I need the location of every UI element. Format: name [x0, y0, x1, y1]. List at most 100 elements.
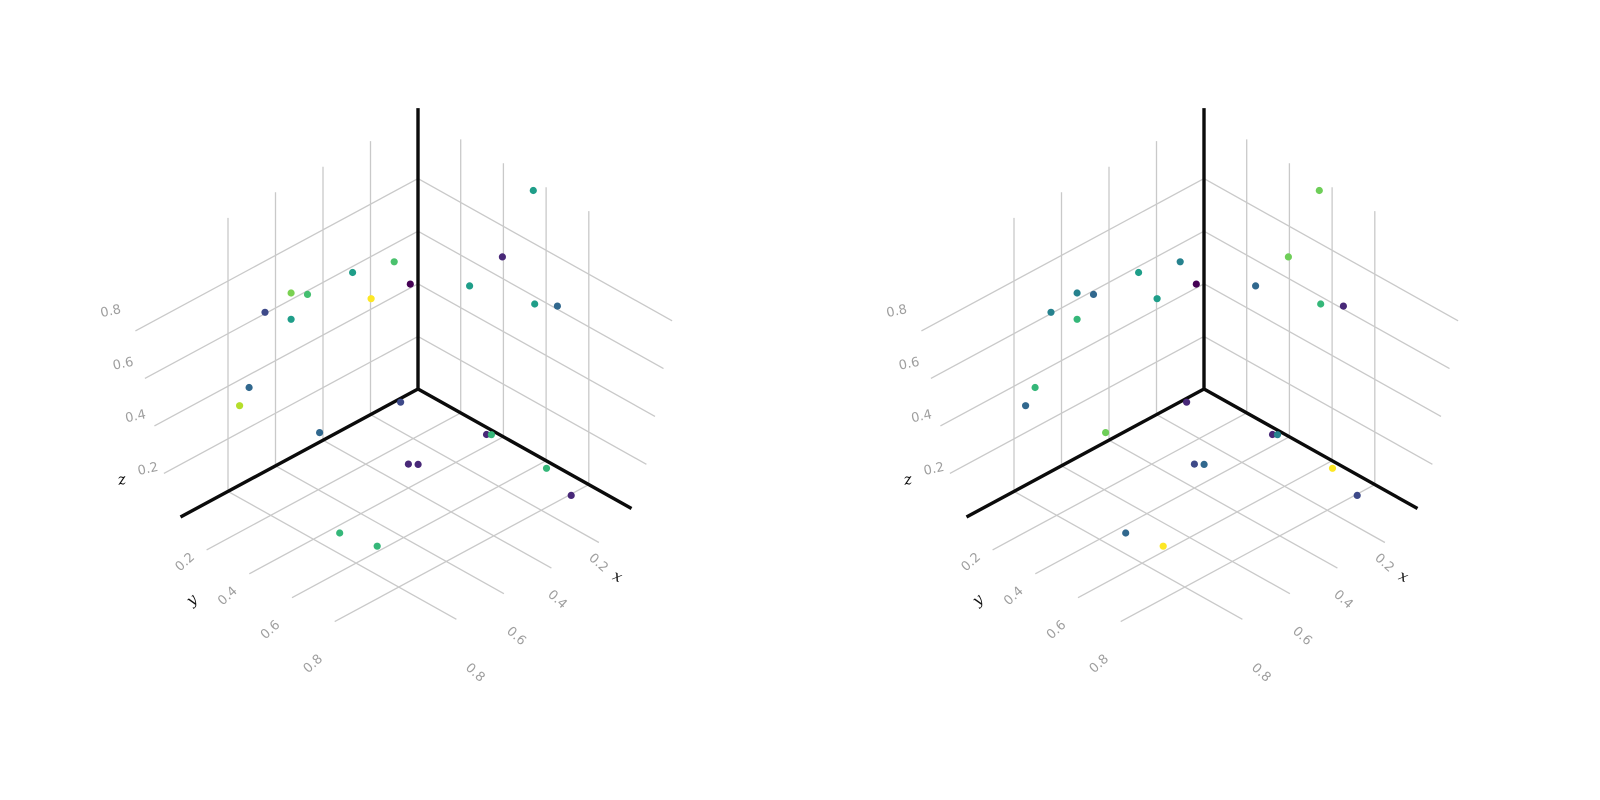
y-tick-label: 0.8 [301, 652, 326, 677]
grid-line [1034, 436, 1290, 575]
grid-line [949, 335, 1205, 474]
data-point [1089, 290, 1098, 298]
z-tick-label: 0.6 [112, 355, 135, 374]
data-point [1328, 464, 1337, 472]
grid-line [334, 484, 590, 623]
data-point [1135, 268, 1143, 277]
grid-line [930, 230, 1205, 379]
data-point [466, 282, 474, 290]
z-tick-label: 0.6 [898, 355, 921, 374]
z-axis-label: z [901, 470, 913, 489]
data-point [373, 542, 381, 550]
data-point [1190, 460, 1198, 468]
grid-line [291, 460, 547, 599]
data-point [287, 315, 295, 323]
data-point [553, 302, 562, 310]
z-tick-label: 0.2 [136, 460, 159, 479]
data-point [1183, 398, 1191, 406]
grid-line [370, 414, 600, 544]
grid-line [144, 230, 419, 379]
x-tick-label: 0.2 [1371, 551, 1396, 576]
data-point [1339, 302, 1347, 310]
grid-line [135, 178, 419, 332]
x-axis-label: x [610, 566, 626, 586]
data-point [1284, 253, 1292, 261]
grid-line [1108, 439, 1338, 569]
data-point [529, 186, 537, 195]
data-point [1192, 280, 1200, 288]
y-axis-label: y [968, 590, 987, 610]
z-axis-label: z [115, 470, 127, 489]
data-point [406, 280, 414, 288]
data-point [414, 460, 422, 468]
data-point [390, 258, 398, 266]
grid-line [1077, 460, 1333, 599]
grid-line [248, 436, 504, 575]
grid-line [921, 178, 1205, 332]
grid-line [417, 178, 673, 322]
x-axis-label: x [1396, 566, 1412, 586]
grid-line [227, 490, 457, 620]
data-point [261, 308, 269, 316]
grid-line [154, 283, 419, 427]
y-tick-label: 0.8 [1087, 652, 1112, 677]
data-point [1073, 289, 1081, 297]
x-tick-label: 0.8 [462, 661, 487, 686]
data-point [498, 253, 506, 261]
x-tick-label: 0.6 [503, 624, 528, 649]
x-tick-label: 0.6 [1289, 624, 1314, 649]
grid-line [1203, 283, 1442, 417]
x-tick-label: 0.2 [585, 551, 610, 576]
grid-line [322, 439, 552, 569]
x-axis-line [179, 387, 419, 519]
data-point [1317, 300, 1325, 308]
z-tick-label: 0.8 [99, 302, 122, 321]
data-point [1031, 383, 1039, 392]
grid-line [1203, 178, 1459, 322]
data-point [1159, 542, 1167, 550]
z-tick-label: 0.8 [885, 302, 908, 321]
data-point [542, 464, 551, 472]
y-tick-label: 0.6 [258, 618, 283, 643]
data-point [1153, 295, 1161, 303]
data-point [397, 398, 405, 406]
grid-line [1203, 335, 1433, 465]
data-point [303, 290, 312, 298]
plot3d-right: 0.2 0.2 0.2 0.4 0.4 0.4 0.6 0.6 0.6 0.8 0.8 0.8 y x z [885, 108, 1459, 685]
grid-line [1203, 230, 1450, 370]
y-tick-label: 0.4 [215, 584, 240, 609]
data-point [531, 300, 539, 308]
grid-line [1013, 490, 1243, 620]
data-point [245, 383, 253, 392]
grid-line [1061, 465, 1291, 595]
data-point [1176, 258, 1184, 266]
grid-line [417, 283, 656, 417]
z-tick-label: 0.4 [910, 407, 933, 426]
data-point [336, 529, 344, 537]
data-point [1102, 429, 1110, 437]
grid-line [1120, 484, 1376, 623]
grid-line [275, 465, 505, 595]
y-axis-line [1203, 387, 1419, 510]
data-point [1273, 431, 1282, 439]
data-point [287, 289, 295, 297]
data-point [1047, 308, 1055, 316]
y-axis-line [417, 387, 633, 510]
data-point [349, 268, 357, 277]
plot3d-left: 0.2 0.2 0.2 0.4 0.4 0.4 0.6 0.6 0.6 0.8 0.8 0.8 y x z [99, 108, 673, 686]
x-tick-label: 0.4 [1330, 587, 1355, 612]
data-point [236, 402, 244, 410]
z-tick-label: 0.4 [124, 407, 147, 426]
grid-line [992, 412, 1248, 551]
y-tick-label: 0.2 [958, 550, 983, 575]
grid-line [206, 412, 462, 551]
data-point [1122, 529, 1130, 537]
grid-line [417, 335, 647, 465]
grid-line [940, 283, 1205, 427]
x-tick-label: 0.4 [544, 587, 569, 612]
data-point [567, 491, 575, 499]
data-point [487, 431, 495, 439]
data-point [1353, 491, 1361, 499]
data-point [1315, 186, 1323, 195]
